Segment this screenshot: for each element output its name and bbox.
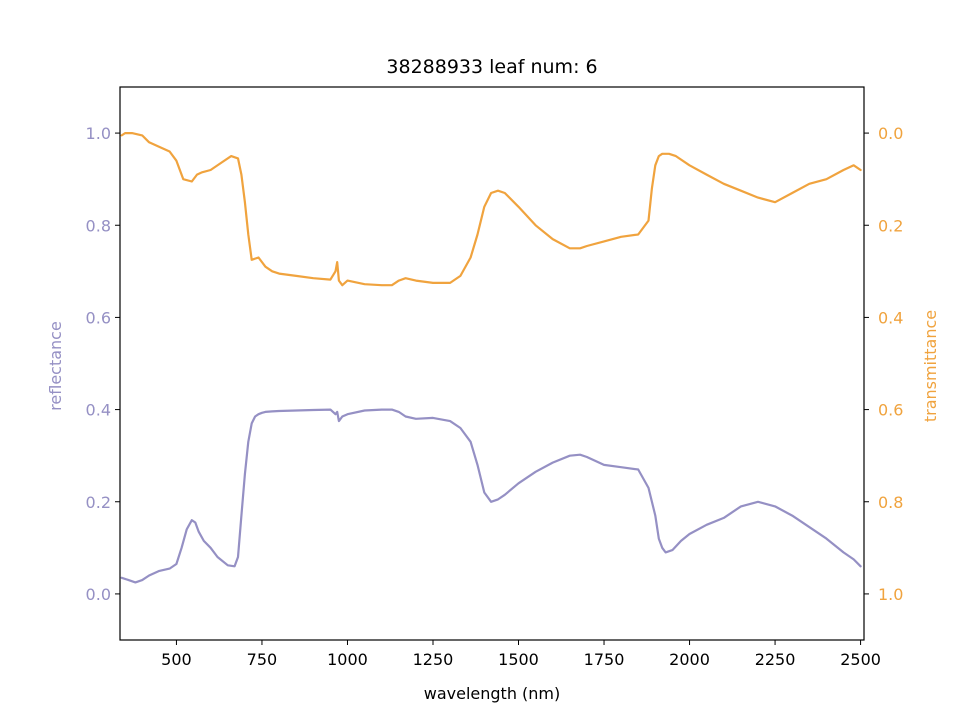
series-line-reflectance [120,408,862,584]
x-axis-label: wavelength (nm) [424,684,561,703]
y-axis-left-label: reflectance [46,321,65,411]
ticks-layer: 500 750 1000 1250 1500 1750 2000 2250 2500 0.0 0.2… [86,124,904,669]
y-axis-right-label: transmittance [921,310,940,422]
y-left-tick-label: 0.0 [86,585,111,604]
y-right-tick-label: 0.0 [878,124,903,143]
series-layer [120,132,862,584]
x-tick-label: 750 [247,650,278,669]
x-tick-label: 2250 [755,650,796,669]
x-tick-label: 2000 [669,650,710,669]
y-left-tick-label: 0.2 [86,493,111,512]
x-tick-label: 1750 [584,650,625,669]
chart-title: 38288933 leaf num: 6 [386,56,597,78]
plot-frame [119,86,865,641]
y-left-tick-label: 0.8 [86,216,111,235]
y-left-tick-label: 0.4 [86,401,111,420]
x-tick-label: 1000 [327,650,368,669]
y-left-tick-label: 1.0 [86,124,111,143]
y-right-tick-label: 0.6 [878,401,903,420]
x-tick-label: 500 [161,650,192,669]
y-right-tick-label: 0.4 [878,308,903,327]
x-tick-label: 2500 [840,650,881,669]
y-right-tick-label: 1.0 [878,585,903,604]
x-tick-label: 1500 [498,650,539,669]
series-line-transmittance [120,132,862,287]
y-left-tick-label: 0.6 [86,308,111,327]
x-tick-label: 1250 [413,650,454,669]
y-right-tick-label: 0.8 [878,493,903,512]
y-right-tick-label: 0.2 [878,216,903,235]
